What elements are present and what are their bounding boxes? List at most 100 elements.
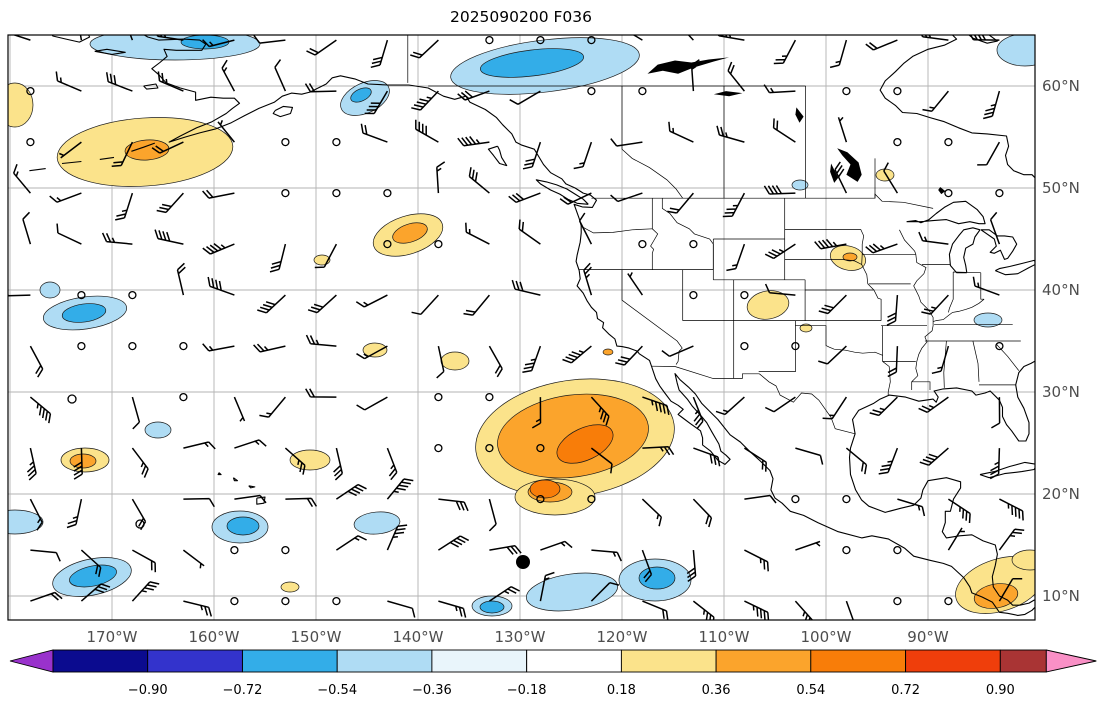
wind-barb bbox=[740, 341, 749, 351]
wind-barb bbox=[154, 229, 184, 245]
coastline-path bbox=[948, 227, 981, 274]
wind-barb bbox=[518, 219, 541, 245]
border-path bbox=[860, 229, 882, 321]
border-path bbox=[784, 259, 862, 265]
wind-barb bbox=[744, 549, 769, 572]
wind-barb bbox=[944, 596, 953, 606]
wind-barb bbox=[998, 528, 1025, 551]
wind-barb bbox=[202, 189, 235, 199]
wind-barb bbox=[511, 279, 541, 296]
wind-barb bbox=[536, 494, 545, 504]
wind-barb bbox=[253, 343, 286, 353]
anomaly-shaded-regions bbox=[8, 35, 1035, 617]
border-path bbox=[980, 272, 985, 300]
colorbar-segment bbox=[336, 649, 433, 673]
lon-tick-label: 110°W bbox=[699, 628, 750, 646]
lake bbox=[647, 57, 730, 74]
border-path bbox=[911, 381, 931, 390]
wind-barbs bbox=[8, 35, 1025, 620]
wind-barb bbox=[411, 294, 439, 316]
wind-barb bbox=[386, 524, 408, 551]
lakes bbox=[647, 57, 946, 195]
wind-barb bbox=[559, 192, 592, 205]
wind-barb bbox=[29, 498, 43, 531]
wind-barb bbox=[234, 494, 267, 504]
anomaly-region bbox=[362, 342, 388, 358]
wind-barb bbox=[989, 448, 1001, 480]
wind-barb bbox=[791, 341, 800, 351]
wind-barb bbox=[540, 540, 573, 551]
wind-barb bbox=[332, 137, 341, 147]
anomaly-region bbox=[69, 453, 97, 469]
lake bbox=[938, 187, 946, 195]
anomaly-region bbox=[602, 348, 614, 356]
wind-barb bbox=[488, 498, 497, 532]
wind-barb bbox=[463, 294, 490, 316]
wind-barb bbox=[716, 125, 745, 143]
wind-barb bbox=[842, 494, 851, 504]
wind-barb bbox=[845, 447, 868, 475]
wind-barb bbox=[285, 497, 318, 507]
lon-tick-label: 120°W bbox=[597, 628, 648, 646]
colorbar-segment bbox=[715, 649, 812, 673]
wind-barb bbox=[131, 447, 149, 478]
wind-barb bbox=[157, 71, 184, 92]
anomaly-region bbox=[799, 323, 813, 333]
coastline-path bbox=[131, 142, 155, 152]
wind-barb bbox=[465, 222, 490, 245]
wind-barb bbox=[999, 498, 1024, 521]
wind-barb bbox=[573, 141, 593, 170]
wind-barb bbox=[686, 550, 697, 583]
wind-barb bbox=[590, 581, 620, 602]
wind-barb bbox=[80, 583, 111, 602]
wind-barb bbox=[717, 35, 745, 41]
wind-barb bbox=[893, 596, 902, 606]
colorbar-segment bbox=[905, 649, 1001, 673]
wind-barb bbox=[886, 295, 899, 326]
wind-barb bbox=[897, 498, 926, 517]
wind-barb bbox=[918, 231, 949, 245]
wind-barb bbox=[29, 345, 44, 378]
wind-barb bbox=[610, 138, 643, 147]
wind-barb bbox=[115, 192, 134, 221]
wind-barb bbox=[434, 443, 443, 453]
wind-barb bbox=[587, 35, 596, 45]
colorbar-label: 0.36 bbox=[702, 683, 731, 698]
wind-barb bbox=[642, 396, 670, 416]
wind-barb bbox=[332, 596, 341, 606]
wind-barb bbox=[627, 272, 644, 296]
wind-barb bbox=[508, 192, 541, 204]
wind-barb bbox=[722, 192, 746, 218]
wind-barb bbox=[641, 498, 663, 527]
coastline-path bbox=[272, 105, 294, 118]
wind-barb bbox=[457, 90, 490, 101]
wind-barb bbox=[438, 600, 467, 618]
wind-barb bbox=[995, 341, 1004, 351]
border-path bbox=[972, 340, 980, 382]
wind-barb bbox=[77, 341, 86, 351]
anomaly-region bbox=[392, 222, 428, 244]
wind-barb bbox=[893, 86, 902, 96]
wind-barb bbox=[485, 443, 494, 453]
wind-barb bbox=[919, 447, 949, 466]
wind-barb bbox=[305, 388, 337, 398]
wind-barb bbox=[131, 581, 160, 602]
wind-barb bbox=[207, 276, 235, 296]
coastline-path bbox=[61, 160, 82, 165]
wind-barb bbox=[531, 397, 542, 429]
political-borders bbox=[407, 35, 1021, 435]
wind-barb bbox=[893, 137, 902, 147]
wind-barb bbox=[829, 39, 848, 69]
coastline-path bbox=[143, 83, 159, 90]
colorbar-segment bbox=[526, 649, 622, 673]
lake bbox=[830, 163, 839, 183]
wind-barb bbox=[578, 212, 593, 245]
wind-barb bbox=[156, 35, 184, 41]
anomaly-region bbox=[529, 479, 561, 499]
anomaly-region bbox=[280, 581, 300, 593]
wind-barb bbox=[918, 396, 949, 413]
colorbar bbox=[9, 649, 1097, 673]
wind-barb bbox=[509, 90, 541, 105]
wind-barb bbox=[562, 345, 592, 364]
lon-tick-label: 100°W bbox=[801, 628, 852, 646]
